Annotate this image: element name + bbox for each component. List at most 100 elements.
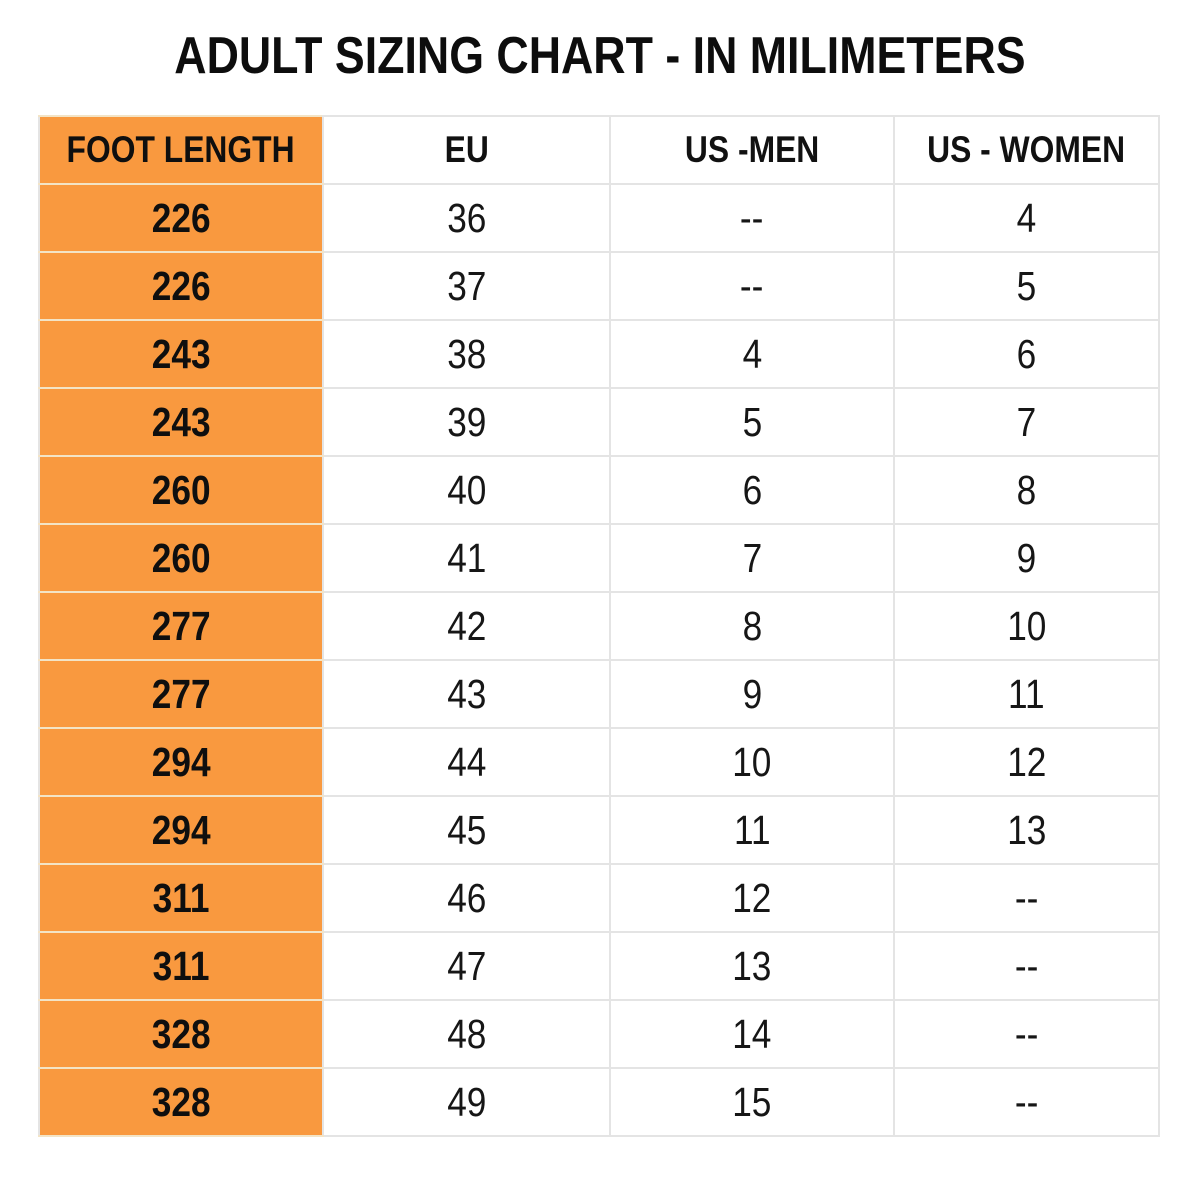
cell-value: 38 <box>446 330 487 377</box>
column-header-label: FOOT LENGTH <box>66 129 296 170</box>
size-cell: 9 <box>609 659 895 729</box>
size-cell: 8 <box>609 591 895 661</box>
cell-value: 243 <box>151 330 211 377</box>
table-row: 328 49 15 -- <box>38 1067 1160 1137</box>
size-cell: 5 <box>609 387 895 457</box>
table-row: 328 48 14 -- <box>38 999 1160 1069</box>
cell-value: 43 <box>446 670 487 717</box>
foot-length-cell: 294 <box>38 727 324 797</box>
size-cell: 13 <box>893 795 1160 865</box>
size-cell: 7 <box>893 387 1160 457</box>
cell-value: 13 <box>1006 806 1047 853</box>
size-cell: 38 <box>322 319 611 389</box>
cell-value: 48 <box>446 1010 487 1057</box>
foot-length-cell: 311 <box>38 931 324 1001</box>
cell-value: 13 <box>732 942 772 989</box>
size-cell: 9 <box>893 523 1160 593</box>
cell-value: 328 <box>151 1078 211 1125</box>
size-cell: -- <box>893 863 1160 933</box>
size-cell: 6 <box>893 319 1160 389</box>
cell-value: 311 <box>152 874 210 921</box>
cell-value: 15 <box>732 1078 772 1125</box>
cell-value: 226 <box>151 194 211 241</box>
cell-value: 277 <box>151 602 211 649</box>
size-cell: 49 <box>322 1067 611 1137</box>
cell-value: 226 <box>151 262 211 309</box>
table-row: 243 38 4 6 <box>38 319 1160 389</box>
size-cell: 14 <box>609 999 895 1069</box>
size-cell: 12 <box>609 863 895 933</box>
table-body: 226 36 -- 4 226 37 -- 5 243 38 4 6 243 39 5 7 260 40 6 8 260… <box>38 183 1160 1137</box>
cell-value: 12 <box>732 874 772 921</box>
cell-value: 14 <box>732 1010 772 1057</box>
cell-value: 11 <box>1008 670 1045 717</box>
table-row: 226 37 -- 5 <box>38 251 1160 321</box>
size-cell: 7 <box>609 523 895 593</box>
size-cell: 4 <box>893 183 1160 253</box>
cell-value: 277 <box>151 670 211 717</box>
foot-length-cell: 311 <box>38 863 324 933</box>
size-cell: -- <box>893 1067 1160 1137</box>
cell-value: 6 <box>742 466 762 513</box>
size-cell: 46 <box>322 863 611 933</box>
cell-value: -- <box>1014 1078 1039 1125</box>
size-cell: -- <box>893 999 1160 1069</box>
size-cell: 37 <box>322 251 611 321</box>
cell-value: 37 <box>446 262 487 309</box>
cell-value: 7 <box>1016 398 1037 445</box>
table-row: 226 36 -- 4 <box>38 183 1160 253</box>
size-cell: -- <box>609 183 895 253</box>
cell-value: 311 <box>152 942 210 989</box>
cell-value: 260 <box>151 534 211 581</box>
column-header-us-women: US - WOMEN <box>893 115 1160 185</box>
cell-value: 294 <box>151 738 211 785</box>
size-cell: 45 <box>322 795 611 865</box>
size-cell: 39 <box>322 387 611 457</box>
size-cell: 15 <box>609 1067 895 1137</box>
size-cell: 48 <box>322 999 611 1069</box>
column-header-eu: EU <box>322 115 611 185</box>
foot-length-cell: 243 <box>38 387 324 457</box>
size-cell: 10 <box>609 727 895 797</box>
foot-length-cell: 328 <box>38 1067 324 1137</box>
cell-value: 44 <box>446 738 487 785</box>
page-title: ADULT SIZING CHART - IN MILIMETERS <box>0 30 1200 82</box>
foot-length-cell: 260 <box>38 455 324 525</box>
size-cell: 40 <box>322 455 611 525</box>
cell-value: -- <box>1014 874 1039 921</box>
column-header-label: US -MEN <box>684 129 820 170</box>
table-header: FOOT LENGTH EU US -MEN US - WOMEN <box>38 115 1160 185</box>
size-cell: 47 <box>322 931 611 1001</box>
foot-length-cell: 294 <box>38 795 324 865</box>
cell-value: 4 <box>1016 194 1037 241</box>
cell-value: 294 <box>151 806 211 853</box>
size-cell: 10 <box>893 591 1160 661</box>
table-row: 294 45 11 13 <box>38 795 1160 865</box>
header-row: FOOT LENGTH EU US -MEN US - WOMEN <box>38 115 1160 185</box>
size-cell: 13 <box>609 931 895 1001</box>
cell-value: -- <box>1014 1010 1039 1057</box>
cell-value: 11 <box>733 806 771 853</box>
table-row: 243 39 5 7 <box>38 387 1160 457</box>
cell-value: -- <box>740 194 764 241</box>
cell-value: 49 <box>446 1078 487 1125</box>
cell-value: -- <box>740 262 764 309</box>
size-cell: 11 <box>609 795 895 865</box>
foot-length-cell: 243 <box>38 319 324 389</box>
cell-value: 9 <box>742 670 762 717</box>
table-row: 260 41 7 9 <box>38 523 1160 593</box>
cell-value: 46 <box>446 874 487 921</box>
table-row: 260 40 6 8 <box>38 455 1160 525</box>
page-title-text: ADULT SIZING CHART - IN MILIMETERS <box>174 27 1026 85</box>
cell-value: 4 <box>742 330 762 377</box>
size-cell: 43 <box>322 659 611 729</box>
cell-value: 10 <box>732 738 772 785</box>
cell-value: 40 <box>446 466 487 513</box>
foot-length-cell: 328 <box>38 999 324 1069</box>
cell-value: 47 <box>446 942 487 989</box>
column-header-label: EU <box>444 129 489 170</box>
size-cell: 41 <box>322 523 611 593</box>
cell-value: 6 <box>1016 330 1037 377</box>
size-cell: -- <box>609 251 895 321</box>
size-cell: 11 <box>893 659 1160 729</box>
